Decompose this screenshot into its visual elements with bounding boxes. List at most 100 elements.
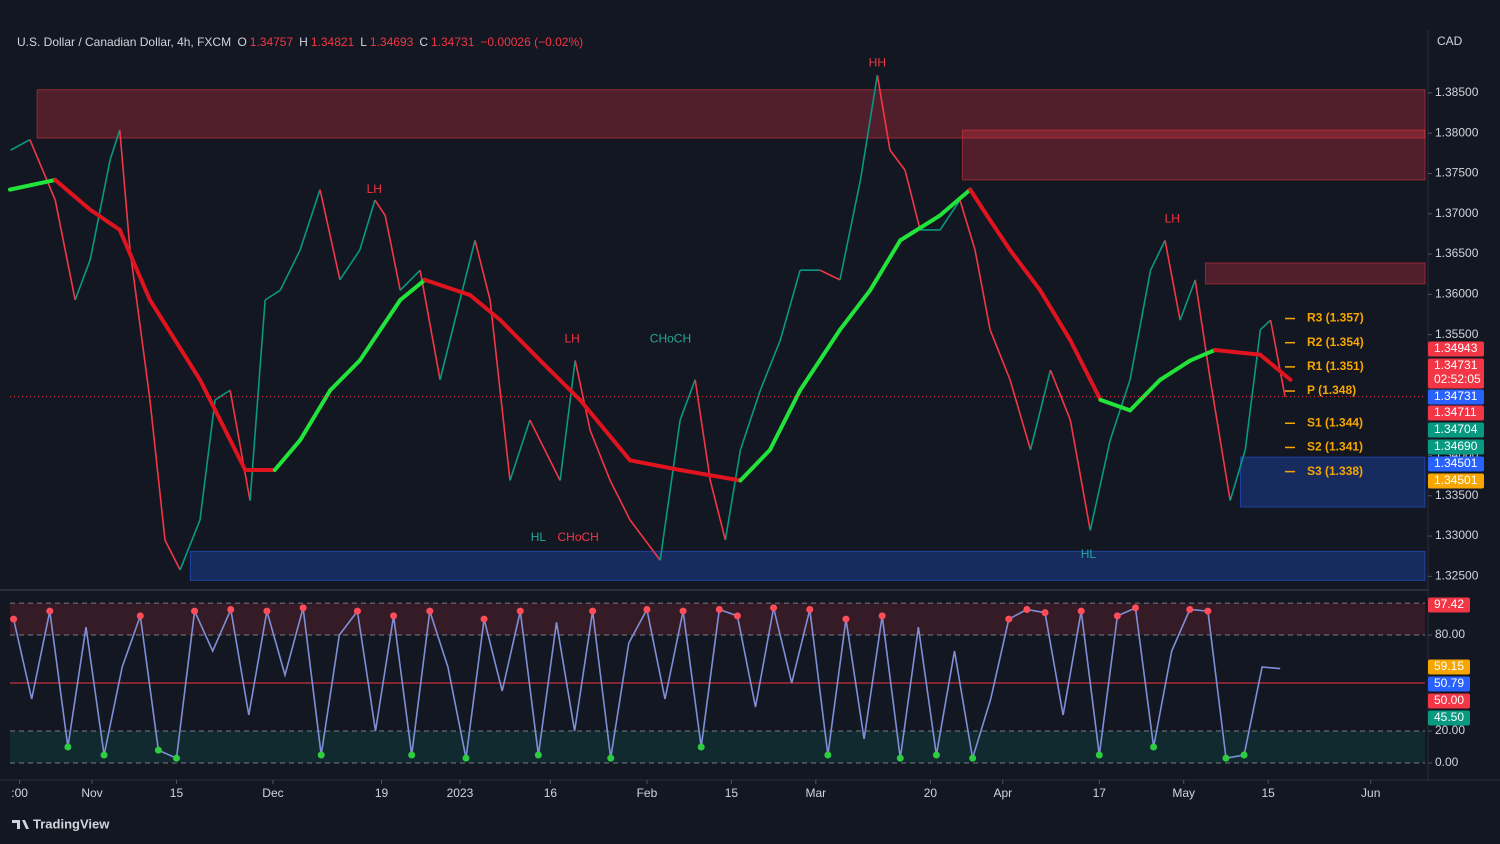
osc-tag-label: 45.50 <box>1434 710 1464 724</box>
price-tag <box>1428 405 1484 421</box>
moving-average <box>1068 338 1103 402</box>
extreme-dot <box>770 604 778 612</box>
price-segment <box>264 289 281 301</box>
price-tag <box>1428 473 1484 489</box>
price-segment <box>759 339 781 391</box>
extreme-dot <box>1240 751 1248 759</box>
x-tick-label: :00 <box>11 786 28 800</box>
x-tick-label: 2023 <box>447 786 474 800</box>
price-segment <box>1149 240 1166 271</box>
moving-average <box>1158 358 1193 382</box>
extreme-dot <box>1077 607 1085 615</box>
price-segment <box>149 399 166 541</box>
extreme-dot <box>607 754 615 762</box>
extreme-dot <box>100 751 108 759</box>
price-segment <box>819 269 841 281</box>
price-segment <box>229 390 251 501</box>
moving-average <box>1038 288 1073 343</box>
price-tag-label: 1.34711 <box>1434 405 1477 419</box>
price-tag <box>1428 422 1484 438</box>
moving-average <box>1128 377 1163 413</box>
price-segment <box>659 419 681 561</box>
extreme-dot <box>408 751 416 759</box>
extreme-dot <box>1095 751 1103 759</box>
osc-tag <box>1428 676 1470 692</box>
x-tick-label: Mar <box>805 786 826 800</box>
moving-average <box>968 187 993 223</box>
price-segment <box>589 430 611 481</box>
price-segment <box>319 189 341 281</box>
zone <box>1204 262 1426 285</box>
y-tick-label: 1.33500 <box>1435 488 1479 502</box>
moving-average <box>272 438 303 473</box>
x-tick-label: Jun <box>1361 786 1380 800</box>
extreme-dot <box>589 607 597 615</box>
y-tick-label: 1.37500 <box>1435 166 1479 180</box>
x-tick-label: 15 <box>170 786 184 800</box>
moving-average <box>328 358 362 393</box>
extreme-dot <box>263 607 271 615</box>
price-segment <box>1109 379 1131 441</box>
extreme-dot <box>1005 615 1013 623</box>
countdown: 02:52:05 <box>1434 372 1481 386</box>
price-segment <box>249 299 266 501</box>
price-segment <box>474 240 491 301</box>
extreme-dot <box>1113 612 1121 620</box>
currency: CAD <box>1437 34 1463 48</box>
moving-average <box>398 277 427 302</box>
zone <box>961 129 1426 181</box>
osc-tag-label: 50.79 <box>1434 676 1464 690</box>
extreme-dot <box>534 751 542 759</box>
price-segment <box>529 419 561 481</box>
price-segment <box>89 159 111 260</box>
y-tick-label: 1.32500 <box>1435 569 1479 583</box>
ohlc-value: 1.34693 <box>369 35 414 49</box>
moving-average <box>628 458 683 473</box>
moving-average <box>147 297 202 382</box>
moving-average <box>8 177 58 192</box>
price-tag-label: 1.34704 <box>1434 422 1478 436</box>
price-segment <box>876 75 891 151</box>
price-segment <box>419 270 441 380</box>
osc-tag <box>1428 597 1470 613</box>
price-segment <box>299 189 321 251</box>
price-segment <box>609 480 631 521</box>
moving-average <box>938 187 973 218</box>
pivot-label: P (1.348) <box>1307 383 1356 397</box>
price-segment <box>399 269 421 291</box>
x-tick-label: Dec <box>262 786 283 800</box>
zone <box>189 550 1426 581</box>
price-segment <box>1069 419 1092 531</box>
price-segment <box>1209 379 1231 501</box>
price-segment <box>29 139 56 201</box>
extreme-dot <box>191 607 199 615</box>
price-segment <box>1179 279 1196 321</box>
price-segment <box>384 215 402 291</box>
x-tick-label: Nov <box>81 786 102 800</box>
moving-average <box>767 388 803 452</box>
ohlc-value: 1.34731 <box>430 35 475 49</box>
extreme-dot <box>1023 605 1031 613</box>
extreme-dot <box>697 743 705 751</box>
moving-average <box>738 447 772 483</box>
x-tick-label: Feb <box>637 786 658 800</box>
moving-average <box>357 297 403 363</box>
price-segment <box>74 259 91 301</box>
extreme-dot <box>679 607 687 615</box>
moving-average <box>498 318 543 363</box>
pivot-label: S2 (1.341) <box>1307 440 1363 454</box>
price-segment <box>889 149 906 171</box>
extreme-dot <box>10 615 18 623</box>
extreme-dot <box>1204 607 1212 615</box>
price-segment <box>939 199 961 231</box>
extreme-dot <box>1041 609 1049 617</box>
extreme-dot <box>1150 743 1158 751</box>
y-tick-label: 1.33000 <box>1435 528 1479 542</box>
price-segment <box>359 199 376 251</box>
price-segment <box>179 519 201 571</box>
ohlc-key: L <box>360 35 367 49</box>
band <box>10 730 1425 763</box>
extreme-dot <box>426 607 434 615</box>
structure-label: HL <box>531 530 547 544</box>
